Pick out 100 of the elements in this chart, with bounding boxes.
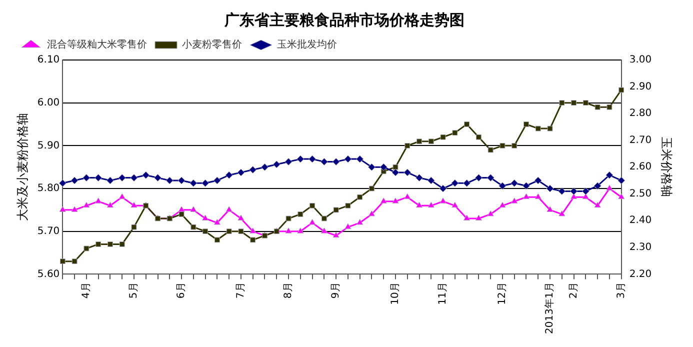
point — [58, 179, 66, 187]
point — [106, 176, 114, 184]
point — [95, 198, 102, 204]
point — [582, 193, 589, 200]
point — [512, 142, 518, 148]
point — [118, 174, 126, 182]
x-tick-label: 11月 — [438, 282, 449, 305]
point — [70, 176, 78, 184]
point — [178, 211, 184, 217]
point — [332, 232, 340, 238]
point — [570, 193, 578, 200]
point — [356, 155, 364, 163]
point — [118, 193, 126, 200]
point — [59, 206, 66, 212]
point — [344, 155, 352, 163]
point — [166, 176, 174, 184]
point — [428, 202, 434, 208]
y2-axis-title: 玉米价格轴 — [660, 137, 674, 198]
point — [142, 171, 150, 179]
y2-tick-label: 3.00 — [629, 54, 652, 66]
point — [524, 122, 529, 127]
point — [606, 104, 612, 110]
point — [534, 193, 542, 200]
y2-tick-label: 2.50 — [629, 188, 652, 200]
point — [190, 206, 197, 212]
point — [107, 241, 113, 247]
point — [225, 171, 233, 179]
y-tick-label: 5.90 — [37, 140, 60, 152]
point — [476, 134, 482, 140]
x-tick-label: 9月 — [330, 282, 342, 299]
point — [380, 163, 388, 171]
y-tick-label: 6.00 — [37, 97, 60, 108]
point — [522, 193, 530, 200]
point — [202, 179, 210, 187]
point — [451, 179, 459, 187]
point — [475, 214, 482, 220]
legend-label: 玉米批发均价 — [277, 38, 337, 51]
y-tick-label: 5.80 — [37, 183, 60, 194]
point — [356, 219, 364, 225]
point — [440, 198, 446, 204]
point — [498, 182, 506, 190]
point — [474, 174, 482, 182]
point — [83, 202, 90, 208]
point — [440, 134, 446, 140]
y-axis-title: 大米及小麦粉价格轴 — [15, 113, 30, 222]
x-tick-label: 12月 — [497, 282, 508, 305]
point — [464, 214, 470, 220]
point — [511, 198, 518, 204]
point — [606, 171, 614, 179]
point — [178, 176, 186, 184]
point — [522, 182, 530, 190]
point — [344, 223, 352, 230]
point — [535, 126, 541, 132]
point — [452, 202, 458, 208]
x-tick-label: 8月 — [283, 282, 294, 299]
point — [380, 198, 387, 204]
point — [582, 187, 590, 195]
point — [594, 182, 602, 190]
point — [392, 164, 398, 170]
point — [558, 210, 566, 216]
y2-tick-label: 2.20 — [629, 268, 652, 280]
x-tick-label: 2月 — [568, 282, 580, 299]
point — [72, 258, 78, 264]
point — [284, 158, 292, 166]
point — [618, 87, 624, 93]
point — [213, 176, 221, 184]
point — [296, 155, 304, 163]
point — [320, 228, 328, 234]
point — [154, 174, 162, 182]
point — [82, 174, 90, 182]
point — [321, 216, 327, 222]
point — [310, 202, 316, 208]
point — [130, 202, 138, 208]
point — [96, 241, 102, 247]
point — [320, 158, 328, 166]
point — [439, 184, 447, 192]
point — [571, 100, 577, 106]
point — [272, 160, 280, 168]
point — [190, 224, 196, 230]
point — [368, 163, 376, 171]
point — [463, 179, 471, 187]
point — [546, 184, 554, 192]
point — [606, 184, 613, 191]
point — [226, 206, 232, 212]
y-tick-label: 5.70 — [37, 226, 60, 237]
point — [559, 100, 565, 106]
y2-tick-label: 2.90 — [629, 81, 652, 92]
point — [500, 142, 506, 148]
x-tick-label: 3月 — [616, 282, 627, 299]
x-tick-label: 6月 — [176, 282, 188, 299]
point — [427, 176, 435, 184]
point — [202, 214, 209, 220]
point — [357, 194, 363, 200]
x-tick-label: 10月 — [390, 282, 402, 305]
point — [333, 207, 339, 213]
point — [202, 228, 208, 234]
point — [487, 210, 494, 216]
point — [298, 211, 304, 217]
point — [392, 198, 399, 204]
point — [60, 258, 66, 264]
